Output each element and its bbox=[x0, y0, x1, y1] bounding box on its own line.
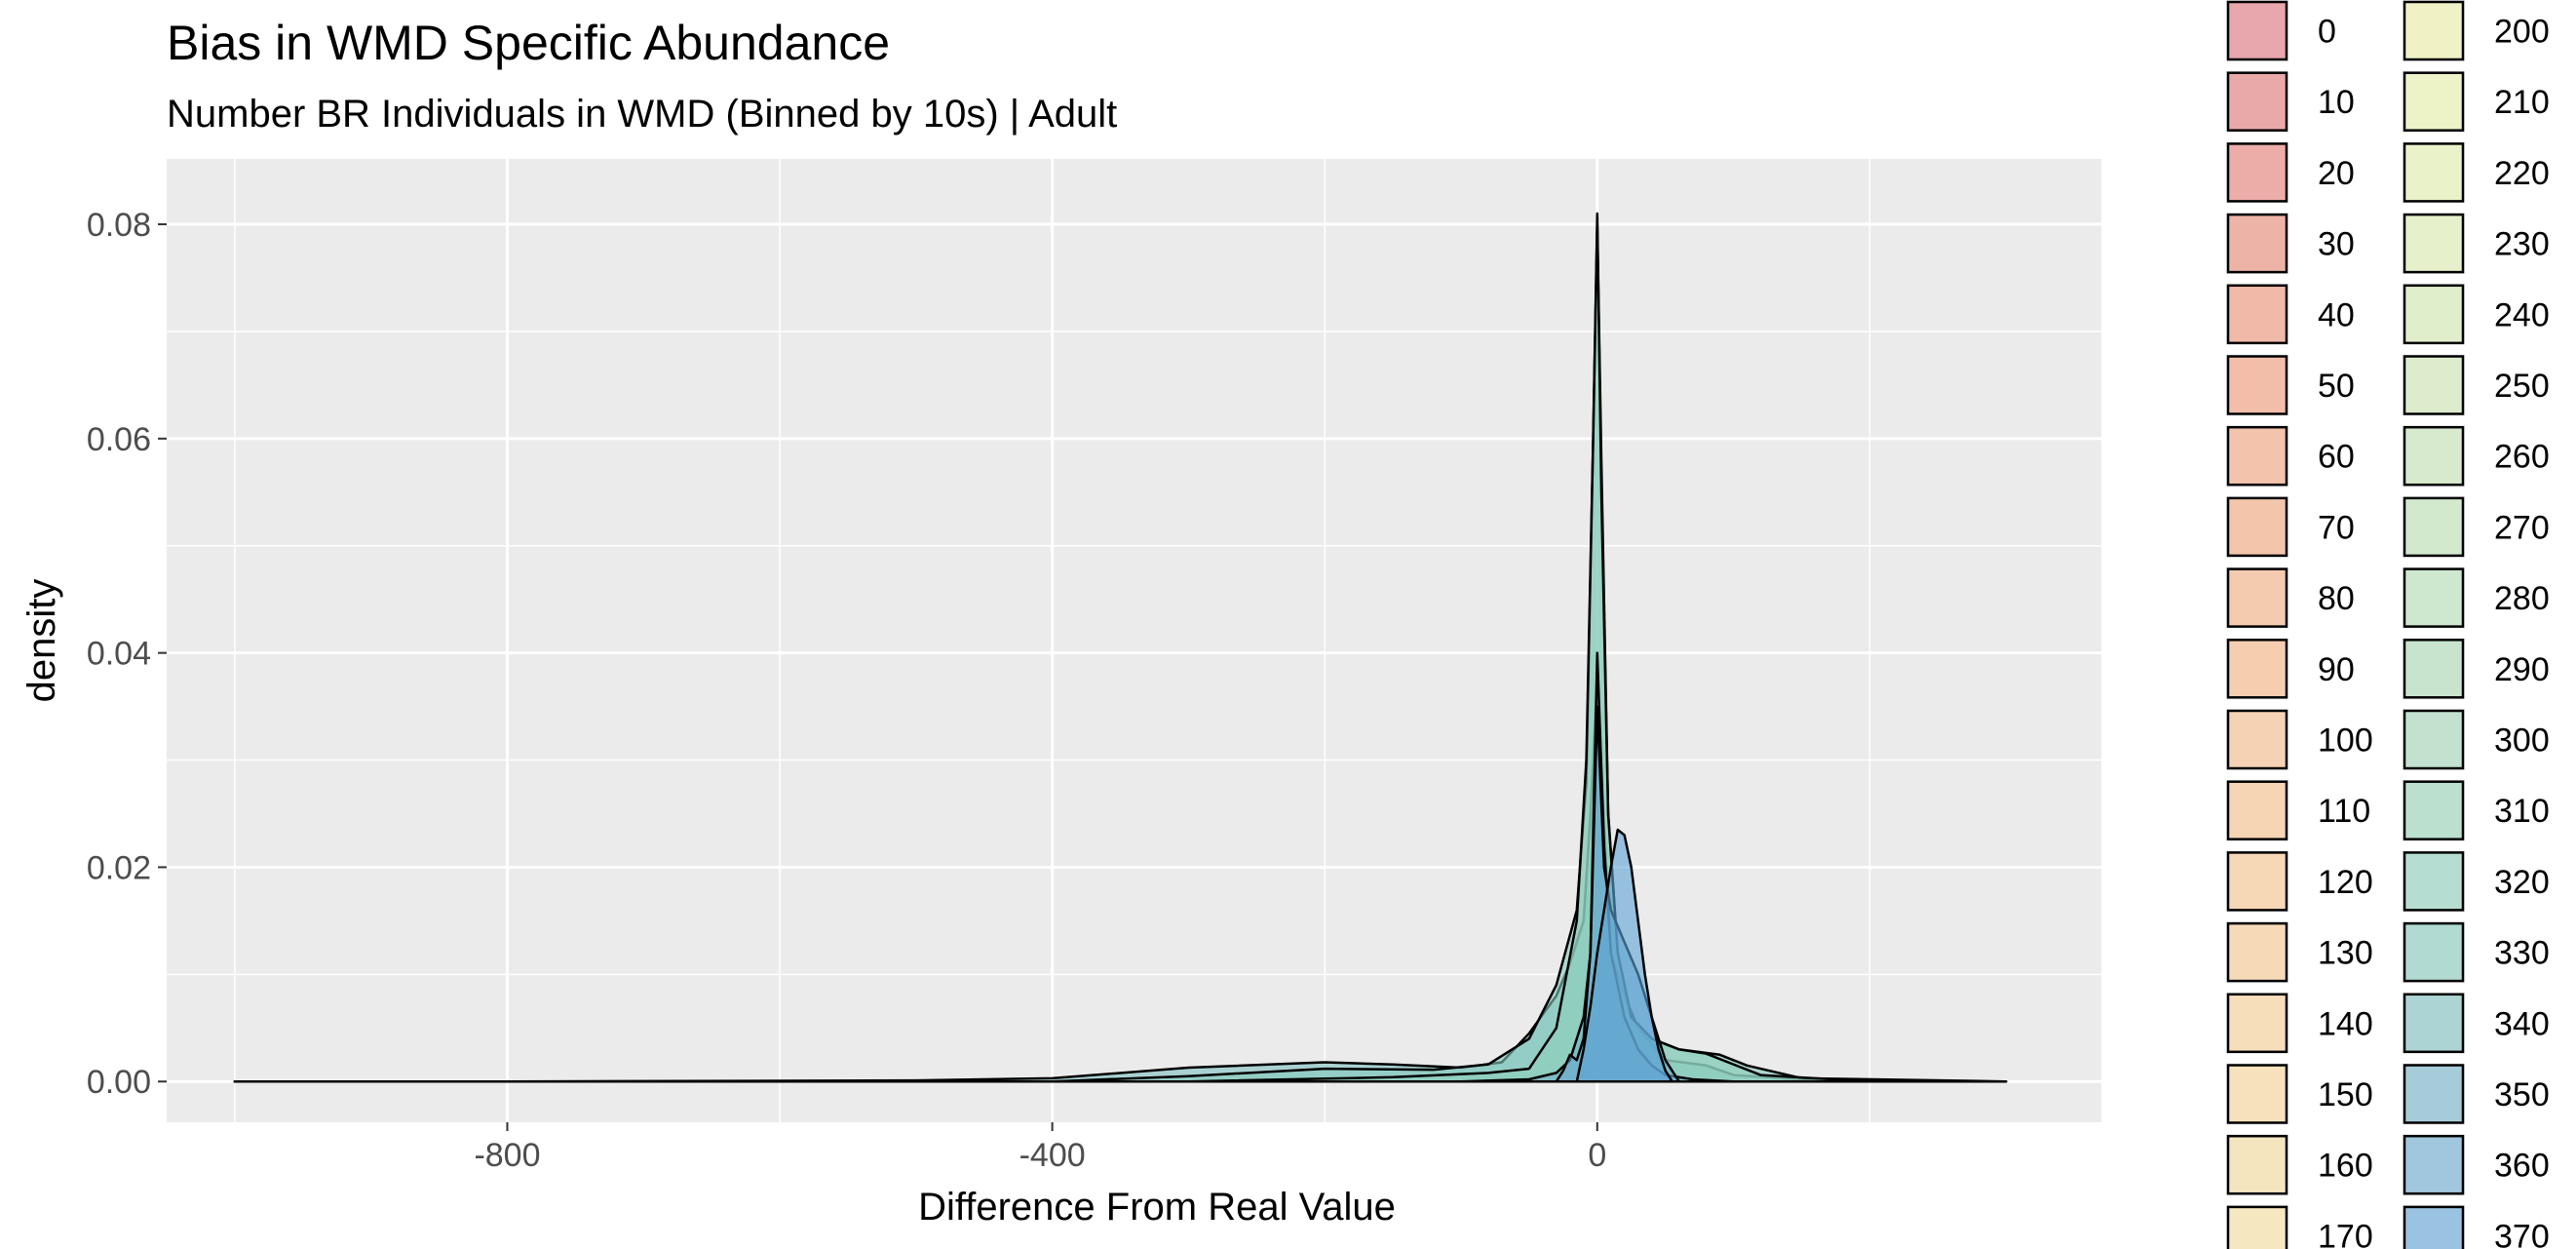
legend-label: 100 bbox=[2318, 722, 2373, 760]
legend-label: 160 bbox=[2318, 1148, 2373, 1185]
y-tick-label: 0.06 bbox=[87, 421, 151, 458]
legend-swatch bbox=[2403, 142, 2465, 203]
x-axis-title: Difference From Real Value bbox=[918, 1186, 1396, 1229]
x-tick-label: 0 bbox=[1588, 1137, 1606, 1174]
legend-swatch bbox=[2226, 425, 2288, 487]
legend-swatch bbox=[2226, 1134, 2288, 1195]
legend-label: 310 bbox=[2494, 793, 2550, 830]
y-tick-label: 0.04 bbox=[87, 636, 151, 673]
legend-label: 170 bbox=[2318, 1218, 2373, 1249]
legend-swatch bbox=[2403, 496, 2465, 558]
legend-swatch bbox=[2226, 780, 2288, 840]
legend-label: 220 bbox=[2494, 155, 2550, 192]
density-series-320 bbox=[233, 212, 2008, 1083]
legend-swatch bbox=[2226, 71, 2288, 132]
legend-label: 130 bbox=[2318, 935, 2373, 972]
legend-swatch bbox=[2226, 567, 2288, 628]
density-series-360 bbox=[233, 705, 2008, 1083]
y-tick-label: 0.02 bbox=[87, 849, 151, 886]
legend-label: 280 bbox=[2494, 580, 2550, 617]
legend-label: 60 bbox=[2318, 439, 2355, 476]
y-axis-title: density bbox=[20, 579, 63, 703]
x-tick-label: -400 bbox=[1019, 1137, 1086, 1174]
legend-label: 250 bbox=[2494, 368, 2550, 405]
legend-label: 260 bbox=[2494, 439, 2550, 476]
axis-ticks: -800 -400 0 0.00 0.02 0.04 0.06 0.08 bbox=[87, 207, 1606, 1174]
legend-swatch bbox=[2226, 496, 2288, 558]
legend-swatch bbox=[2403, 213, 2465, 274]
legend-swatch bbox=[2403, 284, 2465, 345]
legend-label: 70 bbox=[2318, 509, 2355, 546]
y-tick-label: 0.00 bbox=[87, 1064, 151, 1101]
legend-label: 270 bbox=[2494, 509, 2550, 546]
legend-label: 90 bbox=[2318, 651, 2355, 688]
legend-label: 240 bbox=[2494, 296, 2550, 333]
legend-label: 50 bbox=[2318, 368, 2355, 405]
legend-swatch bbox=[2403, 851, 2465, 912]
legend-label: 140 bbox=[2318, 1005, 2373, 1042]
legend-swatch bbox=[2403, 425, 2465, 487]
legend-swatch bbox=[2403, 567, 2465, 628]
legend-swatch bbox=[2226, 851, 2288, 912]
legend-swatch bbox=[2226, 355, 2288, 415]
legend-swatch bbox=[2403, 71, 2465, 132]
legend-swatch bbox=[2226, 709, 2288, 770]
legend-label: 120 bbox=[2318, 864, 2373, 901]
density-series bbox=[233, 212, 2008, 1083]
legend-label: 330 bbox=[2494, 935, 2550, 972]
legend-swatch bbox=[2226, 1064, 2288, 1124]
legend-label: 110 bbox=[2318, 793, 2370, 830]
legend-label: 10 bbox=[2318, 84, 2355, 121]
legend: 0 10 20 30 40 50 60 70 80 90 100 110 120 130 140 150 160… bbox=[2226, 0, 2550, 1249]
legend-swatch bbox=[2226, 284, 2288, 345]
legend-swatch bbox=[2226, 639, 2288, 699]
legend-swatch bbox=[2226, 213, 2288, 274]
legend-label: 210 bbox=[2494, 84, 2550, 121]
legend-label: 340 bbox=[2494, 1005, 2550, 1042]
legend-swatch bbox=[2403, 639, 2465, 699]
legend-swatch bbox=[2403, 780, 2465, 840]
legend-label: 350 bbox=[2494, 1076, 2550, 1113]
legend-label: 200 bbox=[2494, 14, 2550, 51]
chart-subtitle: Number BR Individuals in WMD (Binned by … bbox=[167, 93, 1117, 136]
legend-label: 360 bbox=[2494, 1148, 2550, 1185]
legend-swatch bbox=[2226, 142, 2288, 203]
plot-panel bbox=[167, 159, 2101, 1122]
x-tick-label: -800 bbox=[474, 1137, 540, 1174]
legend-label: 150 bbox=[2318, 1076, 2373, 1113]
legend-label: 300 bbox=[2494, 722, 2550, 760]
legend-label: 20 bbox=[2318, 155, 2355, 192]
legend-label: 320 bbox=[2494, 864, 2550, 901]
legend-label: 30 bbox=[2318, 226, 2355, 263]
legend-swatch bbox=[2403, 355, 2465, 415]
legend-swatch bbox=[2226, 0, 2288, 61]
chart-title: Bias in WMD Specific Abundance bbox=[167, 16, 890, 70]
legend-swatch bbox=[2226, 993, 2288, 1054]
legend-swatch bbox=[2403, 1064, 2465, 1124]
legend-swatch bbox=[2403, 1205, 2465, 1249]
legend-label: 370 bbox=[2494, 1218, 2550, 1249]
density-series-370 bbox=[233, 828, 2008, 1083]
legend-label: 80 bbox=[2318, 580, 2355, 617]
legend-label: 0 bbox=[2318, 14, 2336, 51]
legend-label: 290 bbox=[2494, 651, 2550, 688]
legend-swatch bbox=[2403, 1134, 2465, 1195]
y-tick-label: 0.08 bbox=[87, 207, 151, 244]
legend-swatch bbox=[2403, 0, 2465, 61]
legend-swatch bbox=[2403, 709, 2465, 770]
legend-swatch bbox=[2226, 1205, 2288, 1249]
legend-label: 230 bbox=[2494, 226, 2550, 263]
legend-swatch bbox=[2403, 921, 2465, 983]
legend-swatch bbox=[2403, 993, 2465, 1054]
legend-swatch bbox=[2226, 921, 2288, 983]
legend-label: 40 bbox=[2318, 296, 2355, 333]
